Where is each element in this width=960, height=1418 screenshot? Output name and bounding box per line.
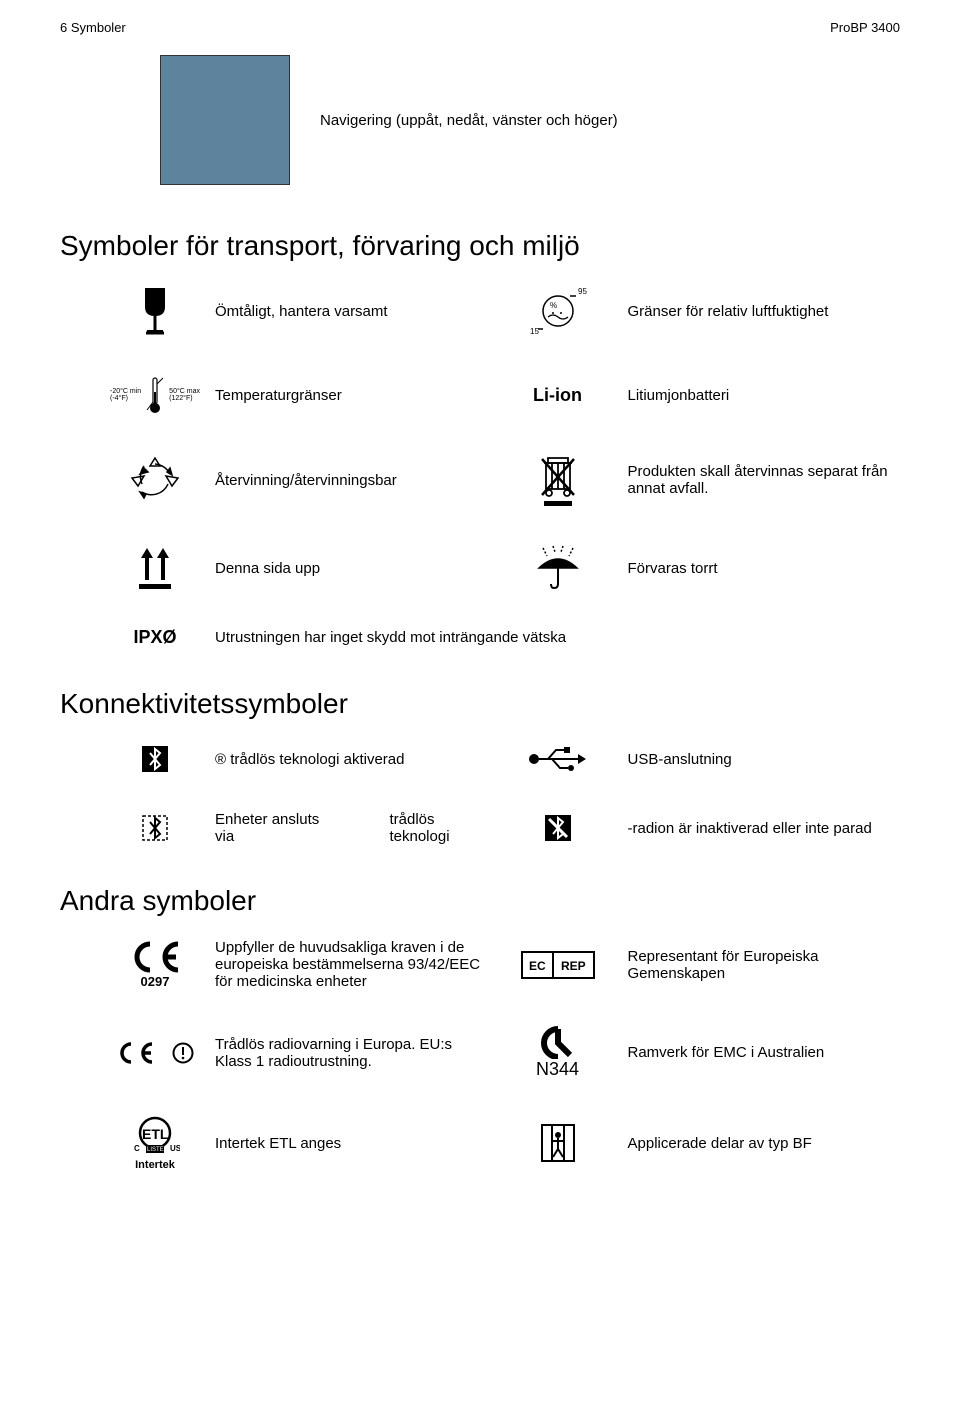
svg-text:LISTED: LISTED: [147, 1147, 169, 1153]
svg-text:%: %: [550, 301, 557, 310]
svg-text:US: US: [170, 1144, 180, 1153]
svg-text:REP: REP: [561, 959, 586, 973]
keepdry-icon: [503, 544, 613, 592]
page-header: 6 Symboler ProBP 3400: [60, 20, 900, 35]
thiswayup-icon: [110, 544, 200, 592]
intertek-label: Intertek: [110, 1159, 200, 1171]
intertek-text: Intertek ETL anges: [215, 1135, 488, 1152]
svg-text:EC: EC: [529, 959, 546, 973]
header-right: ProBP 3400: [830, 20, 900, 35]
ipx0-icon: IPXØ: [110, 627, 200, 648]
ipx0-text: Utrustningen har inget skydd mot inträng…: [215, 629, 900, 646]
recycle-text: Återvinning/återvinningsbar: [215, 472, 488, 489]
ecrep-icon: EC REP: [503, 951, 613, 979]
temp-text: Temperaturgränser: [215, 387, 488, 404]
temp-max: 50°C max: [169, 388, 200, 395]
ce-0297-icon: 0297: [110, 940, 200, 989]
bf-type-icon: [503, 1121, 613, 1165]
svg-text:ETL: ETL: [142, 1126, 169, 1142]
nav-square-icon: [160, 55, 290, 185]
section3-title: Andra symboler: [60, 885, 900, 917]
ce-text: Uppfyller de huvudsakliga kraven i de eu…: [215, 939, 488, 990]
bt-connect-text-a: Enheter ansluts via: [215, 811, 329, 845]
bluetooth-connect-icon: [110, 815, 200, 841]
bt-connect-text: Enheter ansluts via trådlös teknologi: [215, 811, 488, 845]
bt-active-text: ® trådlös teknologi aktiverad: [215, 751, 488, 768]
header-left: 6 Symboler: [60, 20, 126, 35]
humidity-icon: 95 15 %: [503, 284, 613, 339]
navigation-block: Navigering (uppåt, nedåt, vänster och hö…: [160, 55, 900, 185]
ce-number: 0297: [141, 974, 170, 989]
usb-text: USB-anslutning: [628, 751, 901, 768]
thiswayup-text: Denna sida upp: [215, 560, 488, 577]
usb-icon: [503, 742, 613, 776]
temp-icon: -20°C min (-4°F) 50°C max (122°F): [110, 374, 200, 416]
weee-text: Produkten skall återvinnas separat från …: [628, 463, 901, 497]
liion-icon: Li-ion: [503, 385, 613, 406]
temp-min: -20°C min: [110, 388, 141, 395]
ce-warning-icon: [110, 1041, 200, 1065]
ctick-text: Ramverk för EMC i Australien: [628, 1044, 901, 1061]
section2-title: Konnektivitetssymboler: [60, 688, 900, 720]
fragile-text: Ömtåligt, hantera varsamt: [215, 303, 488, 320]
bt-off-text: -radion är inaktiverad eller inte parad: [628, 820, 901, 837]
ctick-number: N344: [503, 1059, 613, 1080]
humidity-text: Gränser för relativ luftfuktighet: [628, 303, 901, 320]
bf-text: Applicerade delar av typ BF: [628, 1135, 901, 1152]
svg-text:95: 95: [578, 287, 587, 296]
temp-min2: (-4°F): [110, 395, 141, 402]
nav-text: Navigering (uppåt, nedåt, vänster och hö…: [320, 112, 618, 129]
section1-title: Symboler för transport, förvaring och mi…: [60, 230, 900, 262]
intertek-icon: ETLC USLISTED Intertek: [110, 1115, 200, 1171]
keepdry-text: Förvaras torrt: [628, 560, 901, 577]
bt-connect-text-b: trådlös teknologi: [389, 811, 487, 845]
fragile-icon: [110, 287, 200, 337]
section3-grid: 0297 Uppfyller de huvudsakliga kraven i …: [110, 939, 900, 1171]
svg-text:C: C: [134, 1144, 140, 1153]
bluetooth-active-icon: [110, 746, 200, 772]
ce-warning-text: Trådlös radiovarning i Europa. EU:s Klas…: [215, 1036, 488, 1070]
weee-icon: [503, 451, 613, 509]
recycle-icon: [110, 456, 200, 504]
bluetooth-off-icon: [503, 815, 613, 841]
ecrep-text: Representant för Europeiska Gemenskapen: [628, 948, 901, 982]
section1-grid: Ömtåligt, hantera varsamt 95 15 % Gränse…: [110, 284, 900, 648]
temp-max2: (122°F): [169, 395, 200, 402]
ctick-icon: N344: [503, 1025, 613, 1080]
liion-text: Litiumjonbatteri: [628, 387, 901, 404]
section2-grid: ® trådlös teknologi aktiverad USB-anslut…: [110, 742, 900, 845]
